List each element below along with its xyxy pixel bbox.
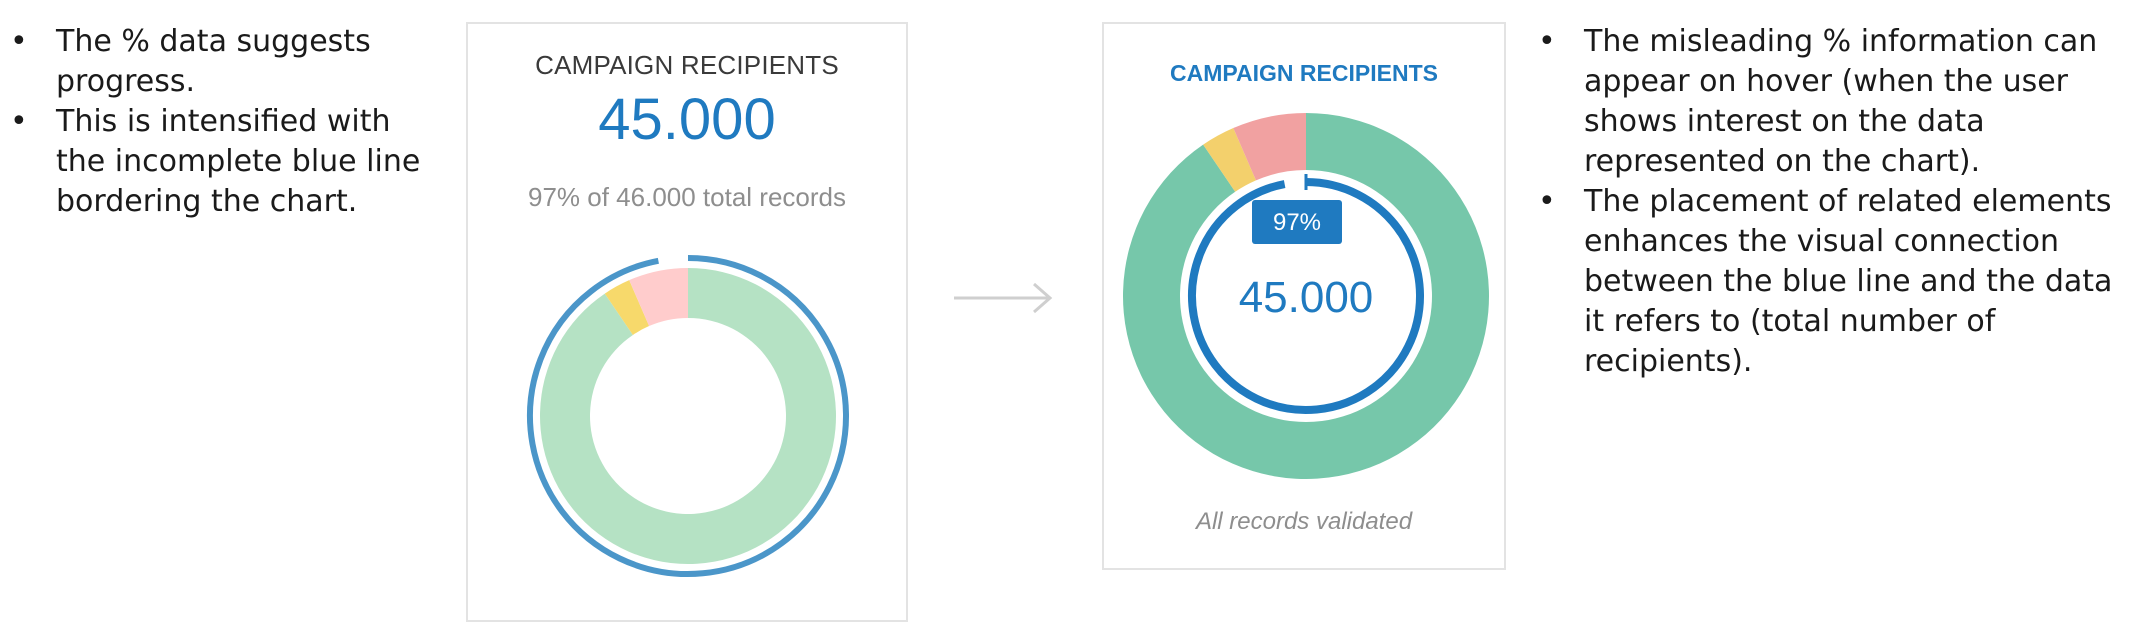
before-card: CAMPAIGN RECIPIENTS 45.000 97% of 46.000… xyxy=(466,22,908,622)
percentage-badge-text: 97% xyxy=(1273,209,1321,236)
arrow-right-icon xyxy=(954,282,1053,314)
donut-segment-2 xyxy=(1203,128,1256,192)
before-progress-ring xyxy=(527,255,849,577)
before-card-value: 45.000 xyxy=(598,87,776,152)
donut-segment-3 xyxy=(629,268,688,327)
before-donut-segments xyxy=(540,268,836,564)
left-note-item: The % data suggests progress. xyxy=(10,22,440,102)
right-note-item: The misleading % information can appear … xyxy=(1538,22,2128,182)
after-card: CAMPAIGN RECIPIENTS 97% 45.000 All recor… xyxy=(1102,22,1506,570)
right-notes-list: The misleading % information can appear … xyxy=(1538,22,2128,382)
percentage-badge xyxy=(1252,200,1342,244)
after-progress-ring xyxy=(1188,178,1424,414)
before-card-title: CAMPAIGN RECIPIENTS xyxy=(535,50,839,80)
left-note-item: This is intensified with the incomplete … xyxy=(10,102,440,222)
right-note-item: The placement of related elements enhanc… xyxy=(1538,182,2128,382)
after-donut-segments xyxy=(1123,113,1489,479)
after-card-title: CAMPAIGN RECIPIENTS xyxy=(1170,60,1438,86)
after-card-footer: All records validated xyxy=(1195,508,1413,535)
donut-segment-1 xyxy=(1123,113,1489,479)
left-notes-list: The % data suggests progress. This is in… xyxy=(10,22,440,222)
after-donut-chart: 97% 45.000 xyxy=(1123,113,1489,479)
after-card-value: 45.000 xyxy=(1239,273,1374,322)
donut-segment-1 xyxy=(540,268,836,564)
before-donut-chart xyxy=(527,255,849,577)
donut-segment-3 xyxy=(1233,113,1306,181)
donut-segment-2 xyxy=(604,280,650,335)
before-card-subtext: 97% of 46.000 total records xyxy=(528,182,846,212)
arrow-head xyxy=(1033,282,1053,314)
